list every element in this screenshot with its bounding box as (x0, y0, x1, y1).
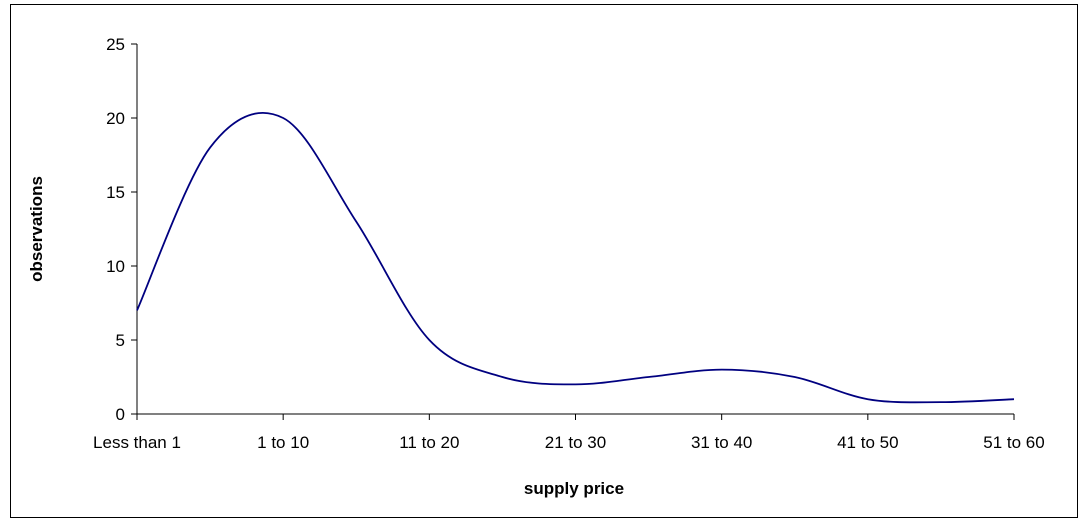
x-tick-label: 21 to 30 (545, 433, 606, 452)
y-axis-title: observations (27, 176, 46, 282)
y-tick-label: 25 (106, 35, 125, 54)
axes (136, 44, 1014, 415)
y-tick-label: 0 (116, 405, 125, 424)
x-tick-label: 1 to 10 (257, 433, 309, 452)
x-tick-label: 31 to 40 (691, 433, 752, 452)
y-tick-label: 20 (106, 109, 125, 128)
x-tick-label: 41 to 50 (837, 433, 898, 452)
x-axis-title: supply price (524, 479, 624, 498)
x-tick-label: 11 to 20 (399, 433, 459, 452)
chart-frame (10, 4, 1078, 518)
ticks: 0 5 10 15 20 25 Less than 1 1 to 10 11 to 20 21 t… (93, 35, 1045, 452)
series-line (136, 111, 1015, 404)
y-tick-label: 5 (116, 331, 125, 350)
series (136, 111, 1015, 404)
x-tick-label: Less than 1 (93, 433, 181, 452)
y-tick-label: 10 (106, 257, 125, 276)
y-tick-label: 15 (106, 183, 125, 202)
x-tick-label: 51 to 60 (983, 433, 1044, 452)
